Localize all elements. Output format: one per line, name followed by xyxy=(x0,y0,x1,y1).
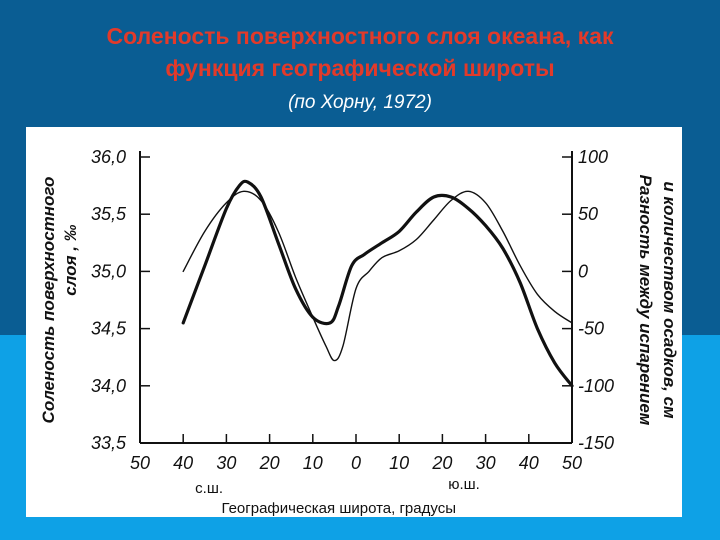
x-tick-label: 10 xyxy=(303,453,323,473)
x-tick-label: 20 xyxy=(431,453,452,473)
y-left-ticks: 36,0 35,5 35,0 34,5 34,0 33,5 xyxy=(91,147,150,453)
south-hemisphere-label: ю.ш. xyxy=(448,476,480,493)
x-tick-label: 10 xyxy=(389,453,409,473)
x-tick-label: 30 xyxy=(476,453,496,473)
x-tick-label: 50 xyxy=(562,453,582,473)
axis-labels: Соленость поверхностного слоя , ‰ Разность… xyxy=(39,175,679,517)
y-left-tick-label: 35,0 xyxy=(91,261,126,281)
x-tick-label: 0 xyxy=(351,453,361,473)
y-left-axis-title-line-2: слоя , ‰ xyxy=(61,224,80,295)
y-right-tick-label: -150 xyxy=(578,433,614,453)
y-right-tick-label: -100 xyxy=(578,376,614,396)
x-tick-label: 40 xyxy=(519,453,539,473)
slide-title: Соленость поверхностного слоя океана, ка… xyxy=(0,20,720,84)
y-left-tick-label: 33,5 xyxy=(91,433,127,453)
y-left-tick-label: 35,5 xyxy=(91,204,127,224)
x-ticks: 50 40 30 20 10 0 10 20 30 40 50 xyxy=(130,434,582,473)
y-right-axis-title-line-1: Разность между испарением xyxy=(636,175,655,426)
chart-frame xyxy=(139,151,573,444)
y-left-axis-title-line-1: Соленость поверхностного xyxy=(39,177,58,424)
y-right-tick-label: 0 xyxy=(578,261,588,281)
y-left-tick-label: 34,5 xyxy=(91,319,127,339)
chart-panel: 50 40 30 20 10 0 10 20 30 40 50 36,0 35,5 35,0 34,5 34… xyxy=(26,127,682,517)
evaporation-precipitation-line xyxy=(182,190,573,362)
title-line-2: функция географической широты xyxy=(165,55,555,81)
y-left-tick-label: 34,0 xyxy=(91,376,126,396)
title-line-1: Соленость поверхностного слоя океана, ка… xyxy=(106,23,614,49)
y-right-ticks: 100 50 0 -50 -100 -150 xyxy=(562,147,614,453)
y-right-tick-label: -50 xyxy=(578,319,604,339)
x-tick-label: 20 xyxy=(259,453,280,473)
x-tick-label: 30 xyxy=(216,453,236,473)
y-right-axis-title-line-2: и количеством осадков, см xyxy=(660,181,679,419)
y-right-tick-label: 100 xyxy=(578,147,608,167)
x-tick-label: 50 xyxy=(130,453,150,473)
y-left-tick-label: 36,0 xyxy=(91,147,126,167)
x-tick-label: 40 xyxy=(173,453,193,473)
y-right-tick-label: 50 xyxy=(578,204,598,224)
slide-subtitle: (по Хорну, 1972) xyxy=(288,92,432,113)
salinity-chart: 50 40 30 20 10 0 10 20 30 40 50 36,035,535,034,534… xyxy=(39,147,679,517)
salinity-line xyxy=(181,179,574,388)
north-hemisphere-label: с.ш. xyxy=(195,480,223,497)
series-lines xyxy=(181,179,574,388)
x-axis-title: Географическая широта, градусы xyxy=(221,500,456,517)
